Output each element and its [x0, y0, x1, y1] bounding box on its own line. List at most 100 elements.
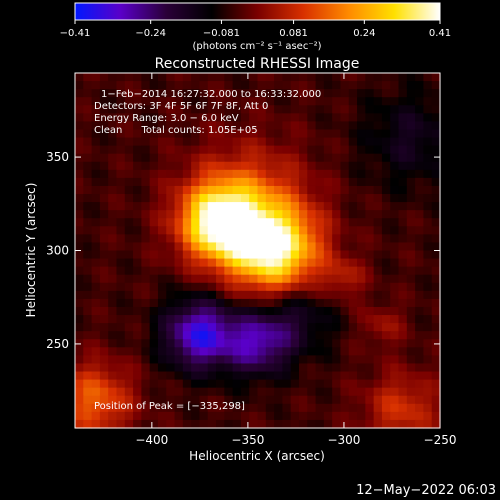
heatmap-cell — [257, 347, 267, 356]
heatmap-cell — [431, 81, 441, 90]
heatmap-cell — [257, 113, 267, 123]
heatmap-cell — [199, 169, 209, 179]
heatmap-cell — [141, 145, 151, 155]
heatmap-cell — [216, 226, 225, 235]
heatmap-cell — [365, 137, 375, 147]
heatmap-cell — [216, 202, 225, 211]
heatmap-cell — [282, 250, 292, 260]
heatmap-cell — [373, 113, 383, 123]
heatmap-cell — [207, 145, 217, 155]
heatmap-cell — [182, 161, 192, 171]
heatmap-cell — [373, 282, 383, 292]
heatmap-cell — [240, 202, 250, 211]
heatmap-cell — [224, 331, 234, 340]
heatmap-cell — [240, 234, 250, 244]
heatmap-cell — [415, 105, 425, 114]
heatmap-cell — [390, 411, 400, 421]
heatmap-cell — [431, 371, 441, 381]
heatmap-cell — [390, 137, 400, 147]
heatmap-cell — [149, 226, 159, 235]
heatmap-cell — [381, 315, 391, 324]
heatmap-cell — [124, 347, 134, 356]
heatmap-cell — [141, 97, 151, 106]
heatmap-cell — [431, 137, 441, 147]
heatmap-cell — [91, 81, 101, 90]
heatmap-cell — [365, 331, 375, 340]
heatmap-cell — [224, 194, 234, 203]
heatmap-cell — [406, 315, 416, 324]
heatmap-cell — [182, 315, 192, 324]
heatmap-cell — [91, 331, 101, 340]
heatmap-cell — [340, 185, 350, 195]
heatmap-cell — [157, 395, 167, 405]
heatmap-cell — [199, 315, 209, 324]
heatmap-cell — [133, 306, 142, 316]
heatmap-cell — [99, 89, 109, 98]
heatmap-cell — [240, 89, 250, 98]
heatmap-cell — [240, 177, 250, 187]
heatmap-cell — [398, 290, 408, 300]
heatmap-cell — [141, 210, 151, 219]
colorbar-units-label: (photons cm⁻² s⁻¹ asec⁻²) — [192, 41, 321, 52]
heatmap-cell — [282, 97, 292, 106]
heatmap-cell — [415, 81, 425, 90]
heatmap-cell — [149, 242, 159, 252]
heatmap-cell — [149, 161, 159, 171]
heatmap-cell — [323, 202, 333, 211]
heatmap-cell — [415, 153, 425, 163]
heatmap-cell — [406, 137, 416, 147]
heatmap-cell — [365, 290, 375, 300]
heatmap-cell — [390, 226, 400, 235]
heatmap-cell — [133, 185, 142, 195]
heatmap-cell — [141, 395, 151, 405]
heatmap-cell — [398, 153, 408, 163]
heatmap-cell — [398, 387, 408, 397]
heatmap-cell — [249, 298, 259, 308]
heatmap-cell — [257, 210, 267, 219]
heatmap-cell — [265, 315, 275, 324]
heatmap-cell — [357, 226, 366, 235]
heatmap-cell — [157, 97, 167, 106]
heatmap-cell — [224, 218, 234, 227]
heatmap-cell — [274, 371, 283, 381]
heatmap-cell — [323, 363, 333, 373]
heatmap-cell — [157, 234, 167, 244]
heatmap-cell — [398, 226, 408, 235]
heatmap-cell — [240, 266, 250, 276]
heatmap-cell — [415, 395, 425, 405]
heatmap-cell — [415, 363, 425, 373]
heatmap-cell — [357, 274, 366, 284]
heatmap-cell — [381, 379, 391, 389]
heatmap-cell — [307, 379, 317, 389]
heatmap-cell — [348, 403, 358, 413]
heatmap-cell — [149, 282, 159, 292]
heatmap-cell — [207, 282, 217, 292]
heatmap-cell — [381, 218, 391, 227]
heatmap-cell — [265, 403, 275, 413]
heatmap-cell — [323, 153, 333, 163]
heatmap-cell — [199, 194, 209, 203]
heatmap-cell — [265, 298, 275, 308]
heatmap-cell — [133, 339, 142, 348]
heatmap-cell — [431, 315, 441, 324]
heatmap-cell — [357, 250, 366, 260]
heatmap-cell — [75, 347, 84, 356]
heatmap-cell — [398, 129, 408, 139]
heatmap-cell — [191, 105, 201, 114]
heatmap-cell — [274, 242, 283, 252]
heatmap-cell — [75, 355, 84, 365]
heatmap-cell — [124, 355, 134, 365]
heatmap-cell — [406, 331, 416, 340]
heatmap-cell — [406, 379, 416, 389]
heatmap-cell — [340, 218, 350, 227]
heatmap-cell — [390, 306, 400, 316]
heatmap-cell — [224, 306, 234, 316]
heatmap-cell — [108, 250, 118, 260]
heatmap-cell — [274, 113, 283, 123]
heatmap-cell — [290, 411, 300, 421]
heatmap-cell — [83, 242, 93, 252]
heatmap-cell — [348, 250, 358, 260]
heatmap-cell — [108, 274, 118, 284]
heatmap-cell — [141, 234, 151, 244]
heatmap-cell — [133, 387, 142, 397]
